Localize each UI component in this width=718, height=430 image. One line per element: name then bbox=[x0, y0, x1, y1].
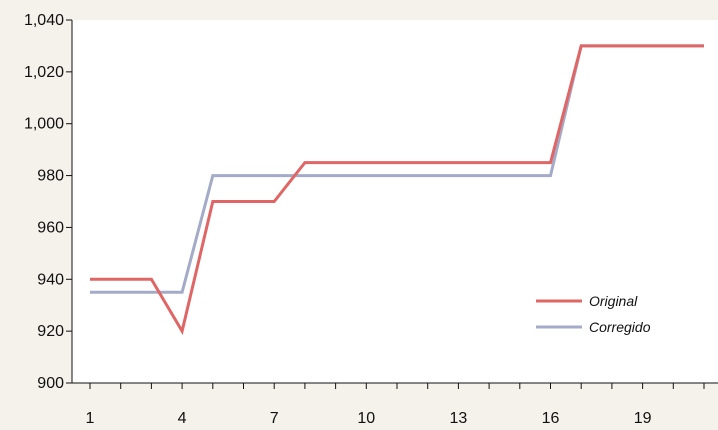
y-tick-label: 1,000 bbox=[24, 116, 64, 133]
y-tick-label: 1,040 bbox=[24, 12, 64, 29]
legend-label: Corregido bbox=[589, 319, 651, 335]
x-tick-label: 10 bbox=[357, 410, 375, 427]
y-tick-label: 980 bbox=[37, 168, 64, 185]
plot-area bbox=[72, 20, 718, 383]
x-tick-label: 4 bbox=[178, 410, 187, 427]
y-axis-ticks: 900 920 940 960 980 1,000 1,020 1,040 bbox=[24, 12, 72, 392]
x-tick-label: 7 bbox=[270, 410, 279, 427]
y-tick-label: 900 bbox=[37, 375, 64, 392]
y-tick-label: 940 bbox=[37, 271, 64, 288]
series-line-original bbox=[90, 44, 704, 336]
y-tick-label: 920 bbox=[37, 323, 64, 340]
x-tick-label: 19 bbox=[634, 410, 652, 427]
y-tick-label: 960 bbox=[37, 219, 64, 236]
legend: Original Corregido bbox=[536, 293, 651, 335]
x-tick-label: 16 bbox=[542, 410, 560, 427]
x-tick-label: 13 bbox=[450, 410, 468, 427]
y-tick-label: 1,020 bbox=[24, 64, 64, 81]
x-axis-ticks: 1 4 7 10 13 16 19 bbox=[86, 383, 705, 427]
x-tick-label: 1 bbox=[86, 410, 95, 427]
series-lines bbox=[90, 44, 704, 336]
legend-label: Original bbox=[589, 293, 638, 309]
